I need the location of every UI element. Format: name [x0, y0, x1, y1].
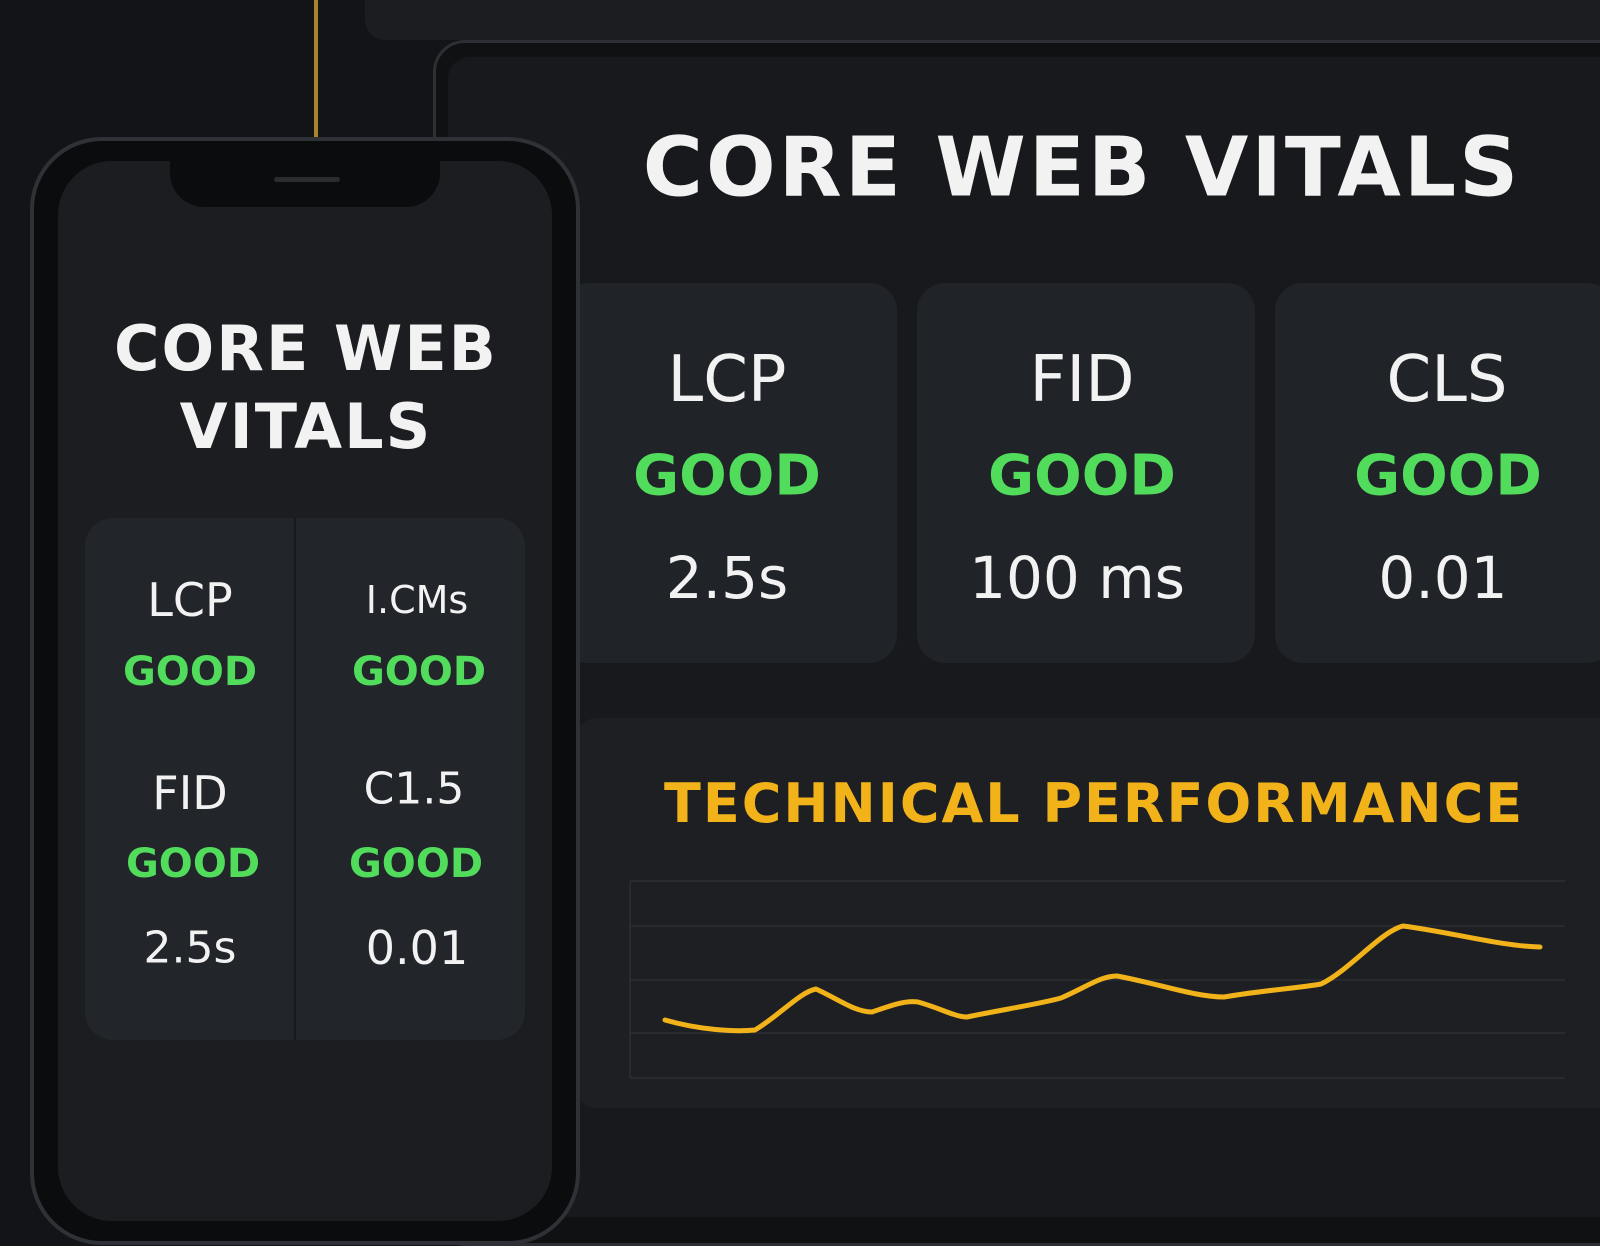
metric-name: FID — [152, 766, 228, 820]
metric-value: 2.5s — [665, 544, 789, 612]
metric-status: GOOD — [1354, 443, 1542, 509]
metric-status: GOOD — [351, 649, 487, 695]
metric-name: LCP — [667, 343, 787, 417]
metric-status: GOOD — [125, 841, 261, 887]
trend-line — [662, 923, 1543, 1034]
phone-notch — [170, 159, 440, 207]
metric-status: GOOD — [988, 443, 1176, 509]
tablet-title: CORE WEB VITALS — [642, 120, 1522, 216]
metric-status: GOOD — [122, 649, 258, 695]
metric-card — [1275, 283, 1600, 663]
metric-value: 0.01 — [1378, 544, 1508, 612]
page: CORE WEB VITALS LCP GOOD 2.5s FID GOOD 1… — [30, 0, 1600, 1246]
metric-name: LCP — [147, 573, 233, 627]
metric-card — [560, 283, 897, 663]
backdrop-panel — [365, 0, 1600, 40]
phone-divider — [294, 518, 296, 1040]
metric-name: C1.5 — [363, 763, 465, 815]
phone-speaker — [274, 177, 340, 182]
performance-panel — [575, 718, 1600, 1108]
metric-name: FID — [1029, 343, 1135, 417]
chart-grid — [629, 880, 1565, 1079]
metric-status: GOOD — [633, 443, 821, 509]
metric-value: 100 ms — [969, 544, 1185, 612]
metric-status: GOOD — [348, 841, 484, 887]
metric-name: CLS — [1386, 343, 1508, 417]
phone-title: CORE WEB VITALS — [114, 312, 498, 463]
metric-value: 2.5s — [143, 922, 237, 974]
metric-value: 0.01 — [365, 921, 469, 975]
metric-name: I.CMs — [365, 578, 469, 622]
metric-card — [917, 283, 1255, 663]
performance-chart — [629, 880, 1565, 1079]
gold-cable — [314, 0, 318, 140]
section-title: TECHNICAL PERFORMANCE — [664, 772, 1525, 835]
phone-card — [85, 518, 525, 1040]
